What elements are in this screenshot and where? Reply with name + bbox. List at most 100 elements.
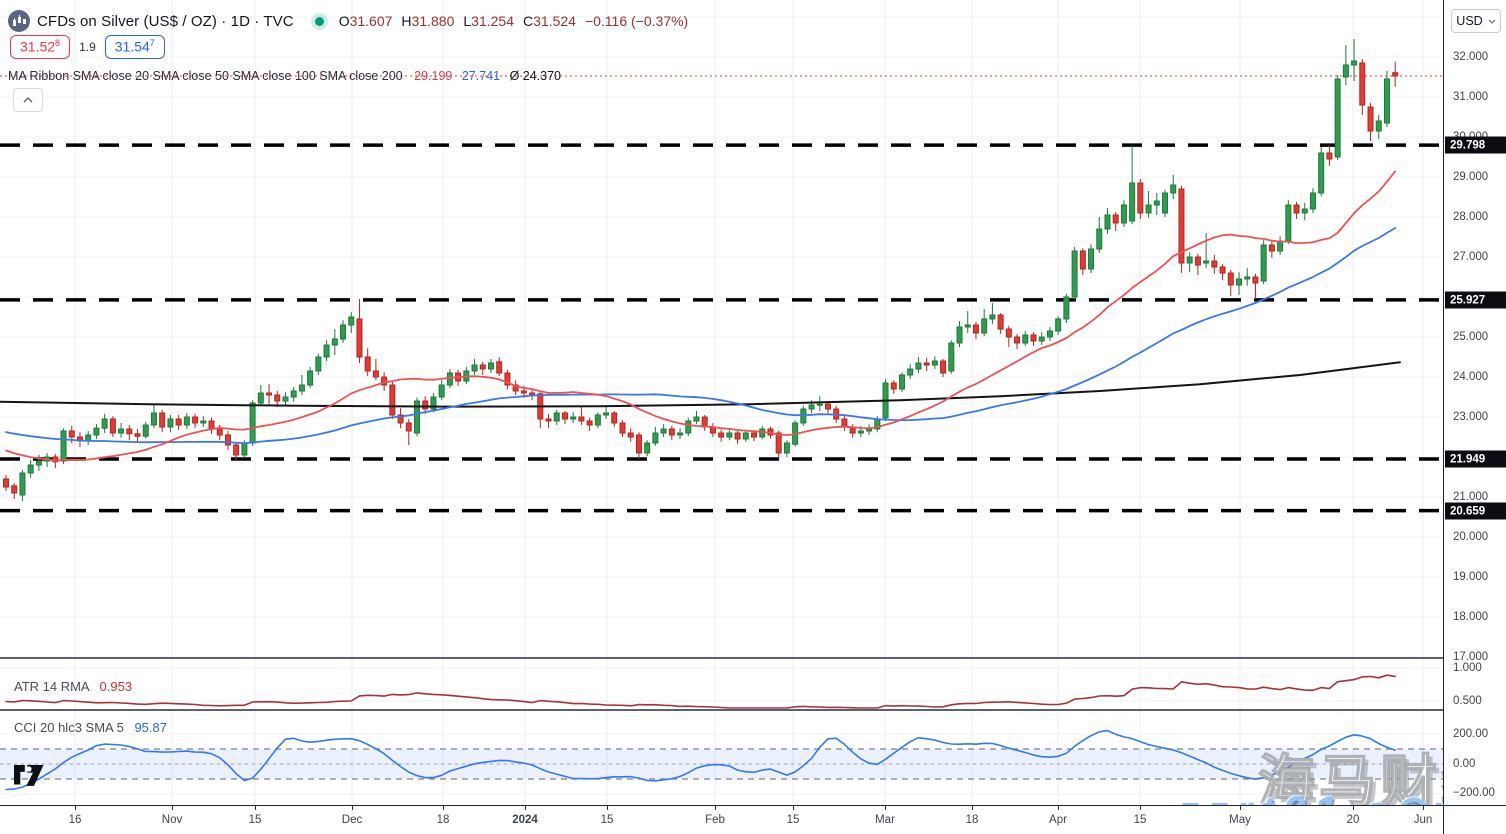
candle-body — [27, 464, 34, 474]
candle-body — [323, 344, 330, 358]
candle-body — [233, 444, 240, 456]
currency-selector-button[interactable]: USD — [1451, 9, 1501, 33]
candle-body — [1005, 328, 1012, 338]
candle-body — [825, 403, 831, 410]
key-level-price-chip: 25.927 — [1445, 291, 1506, 309]
candle-body — [224, 434, 231, 446]
candle-body — [611, 412, 618, 424]
candle-body — [134, 433, 141, 437]
currency-label: USD — [1456, 14, 1483, 28]
candle-body — [381, 376, 388, 386]
candle-body — [964, 324, 971, 328]
time-axis-label: Nov — [161, 814, 183, 826]
buy-price-superscript: 7 — [149, 38, 155, 48]
candle-body — [372, 370, 379, 378]
tradingview-logo-icon[interactable] — [14, 765, 46, 790]
candle-body — [1342, 64, 1349, 78]
candle-body — [1170, 184, 1177, 194]
symbol-title[interactable]: CFDs on Silver (US$ / OZ) · 1D · TVC — [37, 12, 294, 30]
candle-body — [496, 361, 503, 374]
candle-body — [241, 442, 248, 456]
time-axis[interactable]: 16 Nov 15 Dec 18 2024 15 Feb 15 Mar 18 Apr 15 May 20 Ju… — [0, 805, 1506, 834]
candle-body — [726, 432, 733, 438]
buy-price-button[interactable]: 31.547 — [104, 35, 165, 59]
candle-body — [898, 374, 905, 390]
atr-tick-label: 0.500 — [1453, 695, 1482, 707]
candle-body — [290, 390, 297, 398]
candle-body — [274, 394, 281, 402]
ma-ribbon-legend[interactable]: MA Ribbon SMA close 20 SMA close 50 SMA … — [8, 69, 561, 83]
atr-pane-legend[interactable]: ATR 14 RMA 0.953 — [14, 679, 132, 694]
candle-body — [1162, 192, 1169, 214]
candle-body — [981, 318, 988, 334]
main-chart-canvas[interactable] — [0, 0, 1443, 805]
key-level-price-chip: 20.659 — [1445, 502, 1506, 520]
time-axis-label: 16 — [68, 814, 82, 826]
atr-value: 0.953 — [99, 679, 133, 694]
price-tick-label: 24.000 — [1453, 371, 1489, 383]
candle-body — [1260, 244, 1267, 282]
collapse-indicators-button[interactable] — [13, 88, 43, 112]
candle-body — [997, 314, 1004, 330]
candle-body — [389, 384, 396, 416]
candle-body — [808, 404, 815, 410]
candle-body — [1046, 330, 1053, 338]
time-axis-tick — [352, 806, 353, 810]
atr-line — [5, 674, 1396, 709]
candle-body — [685, 420, 692, 434]
candle-body — [668, 428, 675, 436]
time-axis-label: 15 — [1133, 814, 1147, 826]
candle-body — [118, 428, 125, 434]
candle-body — [126, 428, 133, 435]
candle-body — [578, 416, 585, 422]
cci-tick-label: 0.00 — [1453, 758, 1476, 770]
candle-body — [19, 472, 26, 496]
candle-body — [520, 390, 527, 394]
candle-body — [866, 428, 873, 432]
time-axis-tick — [255, 806, 256, 810]
candle-body — [1063, 296, 1070, 320]
candle-body — [644, 442, 651, 454]
candle-body — [857, 430, 864, 434]
cci-line — [5, 729, 1396, 791]
candle-body — [192, 416, 199, 424]
candle-body — [619, 422, 626, 434]
candle-body — [142, 424, 149, 437]
candle-body — [1104, 214, 1111, 230]
market-status-dot-icon[interactable] — [314, 16, 324, 26]
candle-body — [627, 432, 634, 438]
candle-body — [150, 412, 157, 426]
candle-body — [307, 370, 314, 386]
price-axis[interactable]: USD 32.00031.00030.00029.00028.00027.000… — [1443, 0, 1506, 805]
sma200-line — [0, 361, 1401, 408]
price-tick-label: 25.000 — [1453, 331, 1489, 343]
sell-price-button[interactable]: 31.528 — [10, 35, 71, 59]
candle-body — [175, 418, 182, 426]
candle-body — [1211, 260, 1218, 268]
price-tick-label: 28.000 — [1453, 211, 1489, 223]
spread-value: 1.9 — [79, 39, 96, 54]
candle-body — [635, 434, 642, 454]
atr-cci-pane-separator[interactable] — [0, 709, 1506, 711]
sma50-line — [5, 227, 1397, 445]
candle-body — [660, 428, 667, 434]
time-axis-tick — [1240, 806, 1241, 810]
atr-label: ATR 14 RMA — [14, 679, 89, 694]
change-value: −0.116 (−0.37%) — [584, 13, 689, 29]
cci-pane-legend[interactable]: CCI 20 hlc3 SMA 5 95.87 — [14, 720, 167, 735]
atr-tick-label: 1.000 — [1453, 662, 1482, 674]
candle-body — [266, 392, 273, 396]
price-atr-pane-separator[interactable] — [0, 657, 1506, 659]
candle-body — [60, 430, 67, 462]
chevron-up-icon — [23, 97, 33, 103]
time-axis-label: 15 — [248, 814, 262, 826]
candle-body — [1252, 276, 1259, 284]
candle-body — [1285, 204, 1292, 242]
candle-body — [208, 420, 215, 430]
candle-body — [200, 420, 207, 424]
candle-body — [1014, 336, 1021, 344]
candle-body — [1129, 182, 1136, 222]
price-tick-label: 27.000 — [1453, 251, 1489, 263]
cci-tick-label: −200.00 — [1453, 787, 1495, 799]
